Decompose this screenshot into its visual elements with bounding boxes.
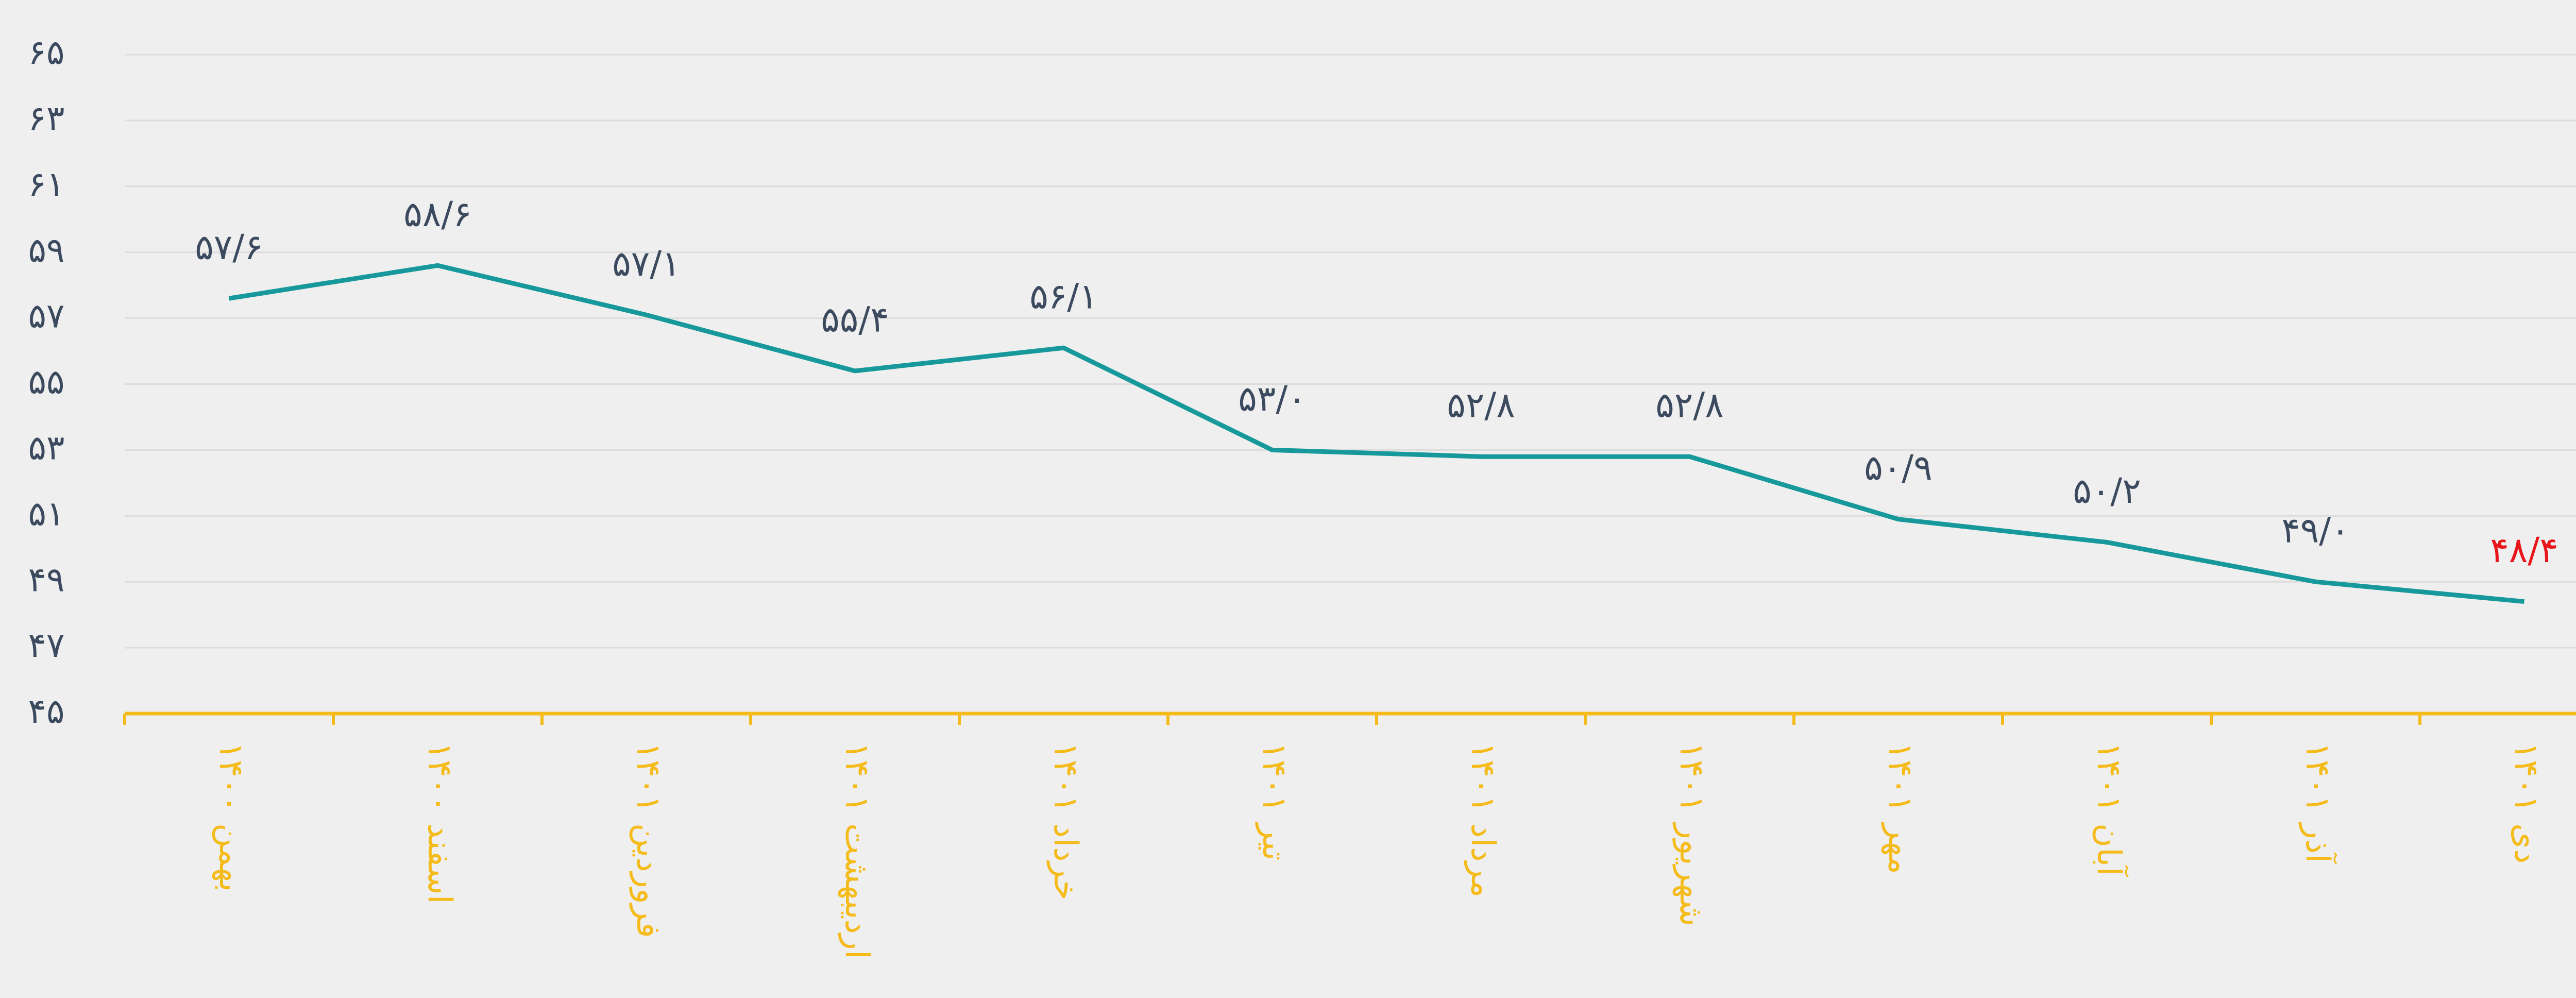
data-label: ۵۳/۰ <box>1238 379 1306 419</box>
y-tick-label: ۵۵ <box>28 362 65 402</box>
y-tick-label: ۵۱ <box>28 494 65 533</box>
data-label: ۵۲/۸ <box>1447 385 1515 426</box>
data-label: ۴۹/۰ <box>2281 511 2349 551</box>
x-tick-label: بهمن ۱۴۰۰ <box>212 742 250 892</box>
y-tick-label: ۴۷ <box>28 625 65 665</box>
y-tick-label: ۵۳ <box>28 428 65 467</box>
data-label: ۵۰/۲ <box>2073 471 2141 512</box>
y-tick-label: ۴۵ <box>28 691 65 731</box>
data-label: ۵۶/۱ <box>1029 277 1097 317</box>
x-tick-label: مرداد ۱۴۰۱ <box>1464 742 1502 898</box>
x-tick-label: اسفند ۱۴۰۰ <box>420 742 459 904</box>
data-label: ۵۷/۶ <box>195 227 263 268</box>
data-label: ۵۷/۱ <box>612 244 680 284</box>
x-tick-label: دی ۱۴۰۱ <box>2507 742 2545 864</box>
x-tick-label: مهر ۱۴۰۱ <box>1881 742 1919 874</box>
y-tick-label: ۶۱ <box>28 164 65 204</box>
data-label: ۵۲/۸ <box>1655 385 1723 426</box>
data-label: ۵۸/۶ <box>403 194 471 235</box>
x-tick-label: اردیبهشت ۱۴۰۱ <box>838 742 876 959</box>
data-label: ۵۰/۹ <box>1864 448 1932 488</box>
x-tick-label: شهریور ۱۴۰۱ <box>1672 742 1710 926</box>
y-tick-label: ۶۳ <box>28 98 65 138</box>
y-tick-label: ۴۹ <box>28 560 65 599</box>
x-tick-label: خرداد ۱۴۰۱ <box>1046 742 1084 901</box>
x-tick-label: آبان ۱۴۰۱ <box>2090 742 2129 877</box>
data-label: ۵۵/۴ <box>821 299 889 340</box>
line <box>228 263 2524 604</box>
x-tick-label: فروردین ۱۴۰۱ <box>629 742 667 938</box>
y-tick-label: ۶۵ <box>28 32 65 72</box>
data-label: ۴۸/۴ <box>2490 530 2558 571</box>
x-tick-label: تیر ۱۴۰۱ <box>1255 742 1293 860</box>
x-tick-label: آذر ۱۴۰۱ <box>2298 742 2338 865</box>
y-tick-label: ۵۷ <box>28 296 65 336</box>
y-tick-label: ۵۹ <box>28 230 65 270</box>
